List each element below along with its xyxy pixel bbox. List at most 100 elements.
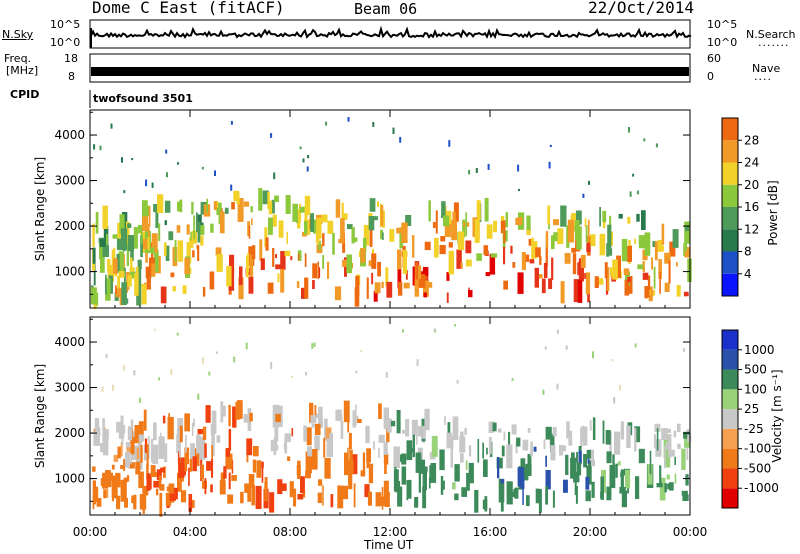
- velocity-heatmap: [92, 324, 692, 517]
- scatter-cell-r1: [142, 216, 149, 232]
- scatter-cell-r1: [164, 242, 167, 256]
- scatter-cell-r0: [122, 424, 126, 434]
- scatter-cell-r6: [621, 490, 627, 508]
- scatter-cell-r0: [126, 242, 129, 267]
- scatter-cell-r4: [439, 245, 446, 255]
- scatter-cell-r0: [100, 443, 105, 452]
- sparse-echo-r4: [468, 170, 471, 175]
- scatter-cell-r6: [624, 279, 630, 296]
- scatter-cell-r1: [157, 194, 164, 213]
- scatter-cell-r2: [268, 200, 273, 215]
- scatter-cell-r0: [127, 235, 134, 252]
- scatter-cell-r5: [545, 426, 552, 440]
- scatter-cell-r6: [634, 238, 636, 244]
- scatter-cell-r3: [362, 452, 366, 474]
- velocity-colorbar-swatch: [722, 488, 738, 508]
- scatter-cell-r4: [400, 454, 404, 462]
- sparse-echo-r4: [456, 380, 459, 384]
- scatter-cell-r4: [405, 215, 412, 226]
- sparse-echo-r5: [582, 193, 585, 198]
- scatter-cell-r0: [92, 466, 96, 472]
- scatter-cell-r0: [92, 223, 95, 247]
- cpid-value: twofsound 3501: [93, 92, 193, 105]
- scatter-cell-r0: [105, 278, 111, 301]
- scatter-cell-r6: [685, 474, 689, 486]
- scatter-cell-r5: [500, 220, 506, 234]
- sparse-echo-r3: [311, 343, 314, 349]
- scatter-cell-r4: [489, 253, 496, 275]
- scatter-cell-r4: [401, 466, 407, 485]
- scatter-cell-r6: [605, 430, 611, 445]
- scatter-cell-r4: [390, 420, 396, 427]
- scatter-cell-r4: [465, 240, 472, 254]
- scatter-cell-r3: [380, 496, 387, 506]
- scatter-cell-r4: [432, 222, 436, 229]
- sparse-echo-r2: [270, 362, 273, 369]
- scatter-cell-r6: [620, 469, 624, 489]
- scatter-cell-r2: [224, 207, 229, 214]
- scatter-cell-r4: [443, 215, 450, 227]
- scatter-cell-r1: [191, 201, 194, 215]
- scatter-cell-r1: [159, 492, 163, 517]
- sparse-echo-r4: [475, 168, 478, 173]
- scatter-cell-r3: [320, 418, 323, 427]
- sparse-echo-r3: [360, 349, 363, 352]
- scatter-cell-r2: [235, 401, 240, 420]
- scatter-cell-r0: [96, 497, 102, 507]
- scatter-cell-r4: [468, 462, 474, 484]
- scatter-cell-r3: [360, 248, 366, 263]
- scatter-cell-r4: [460, 262, 463, 269]
- scatter-cell-r5: [503, 431, 506, 441]
- scatter-cell-r6: [594, 276, 599, 288]
- scatter-cell-r2: [280, 251, 286, 270]
- scatter-cell-r0: [94, 418, 100, 434]
- scatter-cell-r0: [120, 415, 124, 439]
- scatter-cell-r5: [551, 257, 554, 280]
- noise-trace: [90, 25, 692, 48]
- scatter-cell-r6: [661, 428, 668, 440]
- scatter-cell-r3: [326, 438, 333, 457]
- scatter-cell-r2: [256, 460, 262, 478]
- scatter-cell-r1: [184, 413, 190, 432]
- scatter-cell-r0: [99, 238, 106, 247]
- sparse-echo-r5: [588, 180, 590, 185]
- scatter-cell-r1: [183, 462, 188, 472]
- scatter-cell-r2: [220, 472, 225, 483]
- scatter-cell-r0: [126, 281, 129, 293]
- scatter-cell-r1: [166, 486, 173, 492]
- scatter-cell-r3: [311, 449, 318, 470]
- scatter-cell-r5: [496, 457, 503, 469]
- scatter-cell-r4: [483, 459, 488, 477]
- scatter-cell-r3: [373, 291, 378, 302]
- scatter-cell-r1: [165, 245, 170, 261]
- power-colorbar-swatch: [722, 118, 738, 141]
- scatter-cell-r1: [190, 500, 195, 508]
- scatter-cell-r6: [618, 461, 621, 466]
- sparse-echo-r2: [270, 133, 273, 138]
- scatter-cell-r3: [374, 282, 381, 294]
- scatter-cell-r4: [444, 218, 452, 237]
- scatter-cell-r1: [155, 488, 159, 496]
- scatter-cell-r2: [264, 227, 268, 248]
- scatter-cell-r5: [511, 424, 517, 435]
- scatter-cell-r5: [577, 279, 583, 303]
- scatter-cell-r6: [635, 476, 640, 499]
- scatter-cell-r3: [303, 425, 307, 442]
- sparse-echo-r0: [121, 157, 123, 163]
- scatter-cell-r6: [634, 428, 637, 452]
- scatter-cell-r1: [179, 440, 181, 458]
- scatter-cell-r3: [354, 287, 360, 307]
- scatter-cell-r4: [452, 416, 459, 440]
- scatter-cell-r3: [357, 418, 362, 423]
- scatter-cell-r5: [538, 274, 543, 279]
- scatter-cell-r6: [654, 241, 658, 261]
- scatter-cell-r6: [684, 247, 690, 258]
- scatter-cell-r2: [301, 287, 307, 299]
- scatter-cell-r3: [335, 409, 342, 421]
- scatter-cell-r2: [291, 428, 294, 437]
- power-colorbar: 4 8 12 16 20 24 28: [721, 117, 759, 297]
- scatter-cell-r5: [503, 230, 506, 244]
- scatter-cell-r5: [563, 479, 568, 493]
- sparse-echo-r1: [170, 368, 173, 375]
- scatter-cell-r6: [684, 221, 690, 244]
